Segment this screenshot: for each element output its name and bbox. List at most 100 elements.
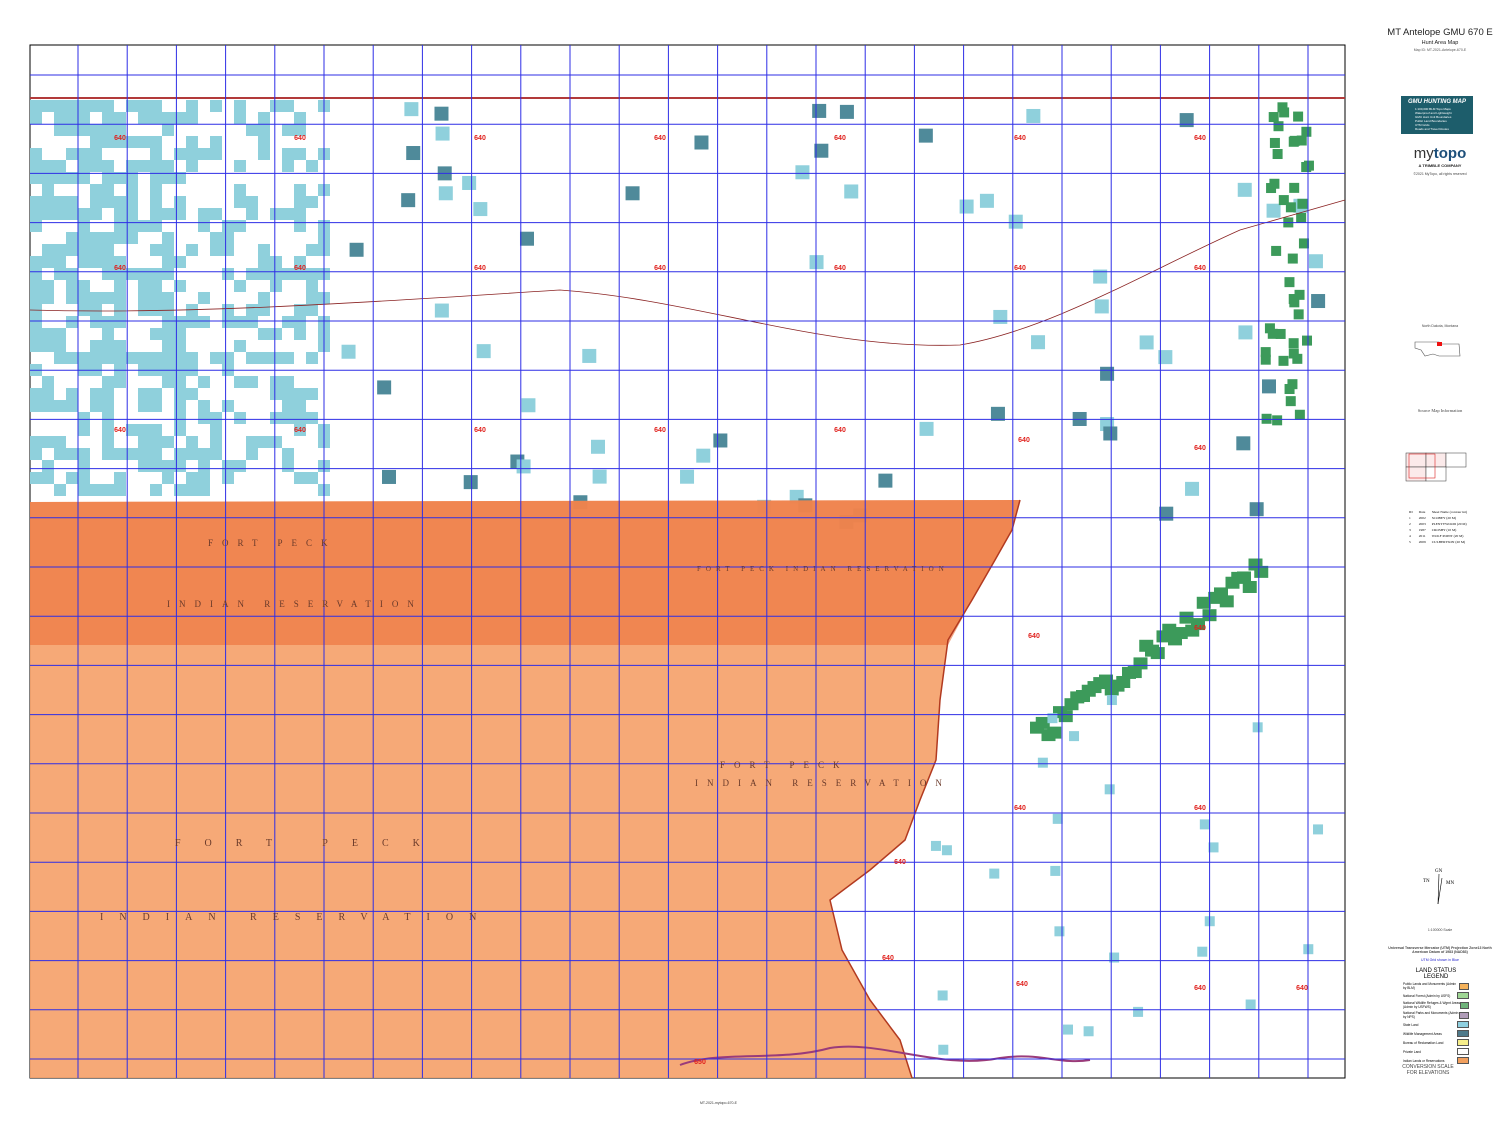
state-parcel [90, 232, 102, 244]
state-parcel [198, 472, 210, 484]
state-parcel [1238, 325, 1253, 340]
state-parcel [102, 160, 114, 172]
state-parcel [30, 328, 42, 340]
state-parcel [1308, 254, 1323, 269]
state-parcel [198, 460, 210, 472]
state-parcel [126, 352, 138, 364]
land-status-legend: LAND STATUS LEGEND Public Lands and Monu… [1403, 968, 1469, 1066]
refuge-parcel [1254, 565, 1269, 578]
refuge-parcel [1260, 347, 1271, 358]
res-label: FORT PECK INDIAN RESERVATION [697, 565, 949, 573]
unit-label: 640 [1014, 805, 1026, 812]
state-parcel [102, 412, 114, 424]
state-parcel [150, 448, 162, 460]
state-parcel [294, 304, 306, 316]
legend-label: National Wildlife Refuges & Wgrnt Areas … [1403, 1001, 1461, 1009]
refuge-parcel [1196, 596, 1211, 609]
promo-heading: GMU HUNTING MAP [1408, 99, 1466, 105]
state-parcel [162, 460, 174, 472]
state-parcel [126, 172, 138, 184]
state-parcel [1237, 182, 1252, 197]
state-parcel [30, 208, 42, 220]
sheet-index [1405, 452, 1467, 482]
state-parcel [78, 304, 90, 316]
state-parcel [54, 100, 66, 112]
state-parcel [210, 436, 222, 448]
state-parcel [90, 352, 102, 364]
state-parcel [174, 376, 186, 388]
state-parcel [150, 208, 162, 220]
state-parcel [54, 436, 66, 448]
state-parcel [66, 112, 78, 124]
reservation-overlap-band [30, 500, 1020, 645]
state-parcel [66, 196, 78, 208]
state-parcel [162, 352, 174, 364]
th: ID [1409, 510, 1413, 514]
state-parcel [126, 184, 138, 196]
cell: 2 [1409, 522, 1411, 526]
conversion-scale-label: CONVERSION SCALE FOR ELEVATIONS [1402, 1064, 1454, 1076]
state-parcel [186, 100, 198, 112]
unit-label: 640 [294, 427, 306, 434]
state-parcel [138, 388, 150, 400]
state-parcel [78, 484, 90, 496]
copyright: ©2021 MyTopo, all rights reserved [1413, 172, 1467, 176]
state-parcel [54, 244, 66, 256]
state-parcel [282, 268, 294, 280]
state-parcel [1133, 1006, 1144, 1017]
state-parcel [198, 484, 210, 496]
state-parcel [162, 208, 174, 220]
promo-box: GMU HUNTING MAP 1:100,000 BLM Topo Maps … [1401, 96, 1473, 134]
legend-label: Wildlife Management Areas [1403, 1031, 1442, 1036]
state-parcel [930, 840, 941, 851]
refuge-parcel [1288, 294, 1299, 305]
state-parcel [102, 256, 114, 268]
state-parcel [78, 232, 90, 244]
tn-label: TN [1423, 879, 1430, 884]
state-parcel [462, 175, 477, 190]
state-parcel [126, 232, 138, 244]
refuge-parcel [1288, 348, 1299, 359]
state-parcel [102, 232, 114, 244]
state-parcel [102, 340, 114, 352]
state-parcel [186, 388, 198, 400]
refuge-parcel [1273, 121, 1284, 132]
res-label: INDIAN RESERVATION [695, 778, 951, 788]
state-parcel [234, 184, 246, 196]
state-parcel [150, 148, 162, 160]
unit-label: 640 [114, 135, 126, 142]
state-parcel [839, 104, 854, 119]
state-parcel [162, 328, 174, 340]
legend-swatch [1457, 1021, 1469, 1028]
state-parcel [42, 208, 54, 220]
state-parcel [42, 340, 54, 352]
state-parcel [114, 316, 126, 328]
locator-label: North Dakota, Montana [1421, 324, 1459, 328]
state-parcel [246, 208, 258, 220]
state-parcel [30, 112, 42, 124]
state-parcel [90, 208, 102, 220]
state-parcel [349, 242, 364, 257]
topo-map[interactable]: 640 640 640 640 640 640 640 640 640 640 640 640 640 6… [0, 0, 1385, 1125]
table-row: 2 2003 PLENTYWOOD (20 M) [1407, 522, 1469, 526]
state-parcel [1249, 502, 1264, 517]
refuge-parcel [1287, 253, 1298, 264]
refuge-parcel [1293, 111, 1304, 122]
state-parcel [114, 112, 126, 124]
refuge-parcel [1278, 355, 1289, 366]
state-parcel [270, 352, 282, 364]
state-parcel [78, 172, 90, 184]
refuge-parcel [1287, 379, 1298, 390]
state-parcel [1100, 366, 1115, 381]
state-parcel [979, 193, 994, 208]
north-arrow-icon: GN TN MN [1423, 869, 1454, 905]
state-parcel [138, 136, 150, 148]
cell: 2003 [1418, 522, 1426, 526]
state-parcel [1313, 824, 1324, 835]
state-parcel [150, 424, 162, 436]
legend-swatch [1457, 1039, 1469, 1046]
reservation-text: FORT PECK INDIAN RESERVATION FORT PECK I… [100, 538, 951, 923]
state-parcel [306, 352, 318, 364]
state-parcel [294, 196, 306, 208]
state-parcel [306, 196, 318, 208]
